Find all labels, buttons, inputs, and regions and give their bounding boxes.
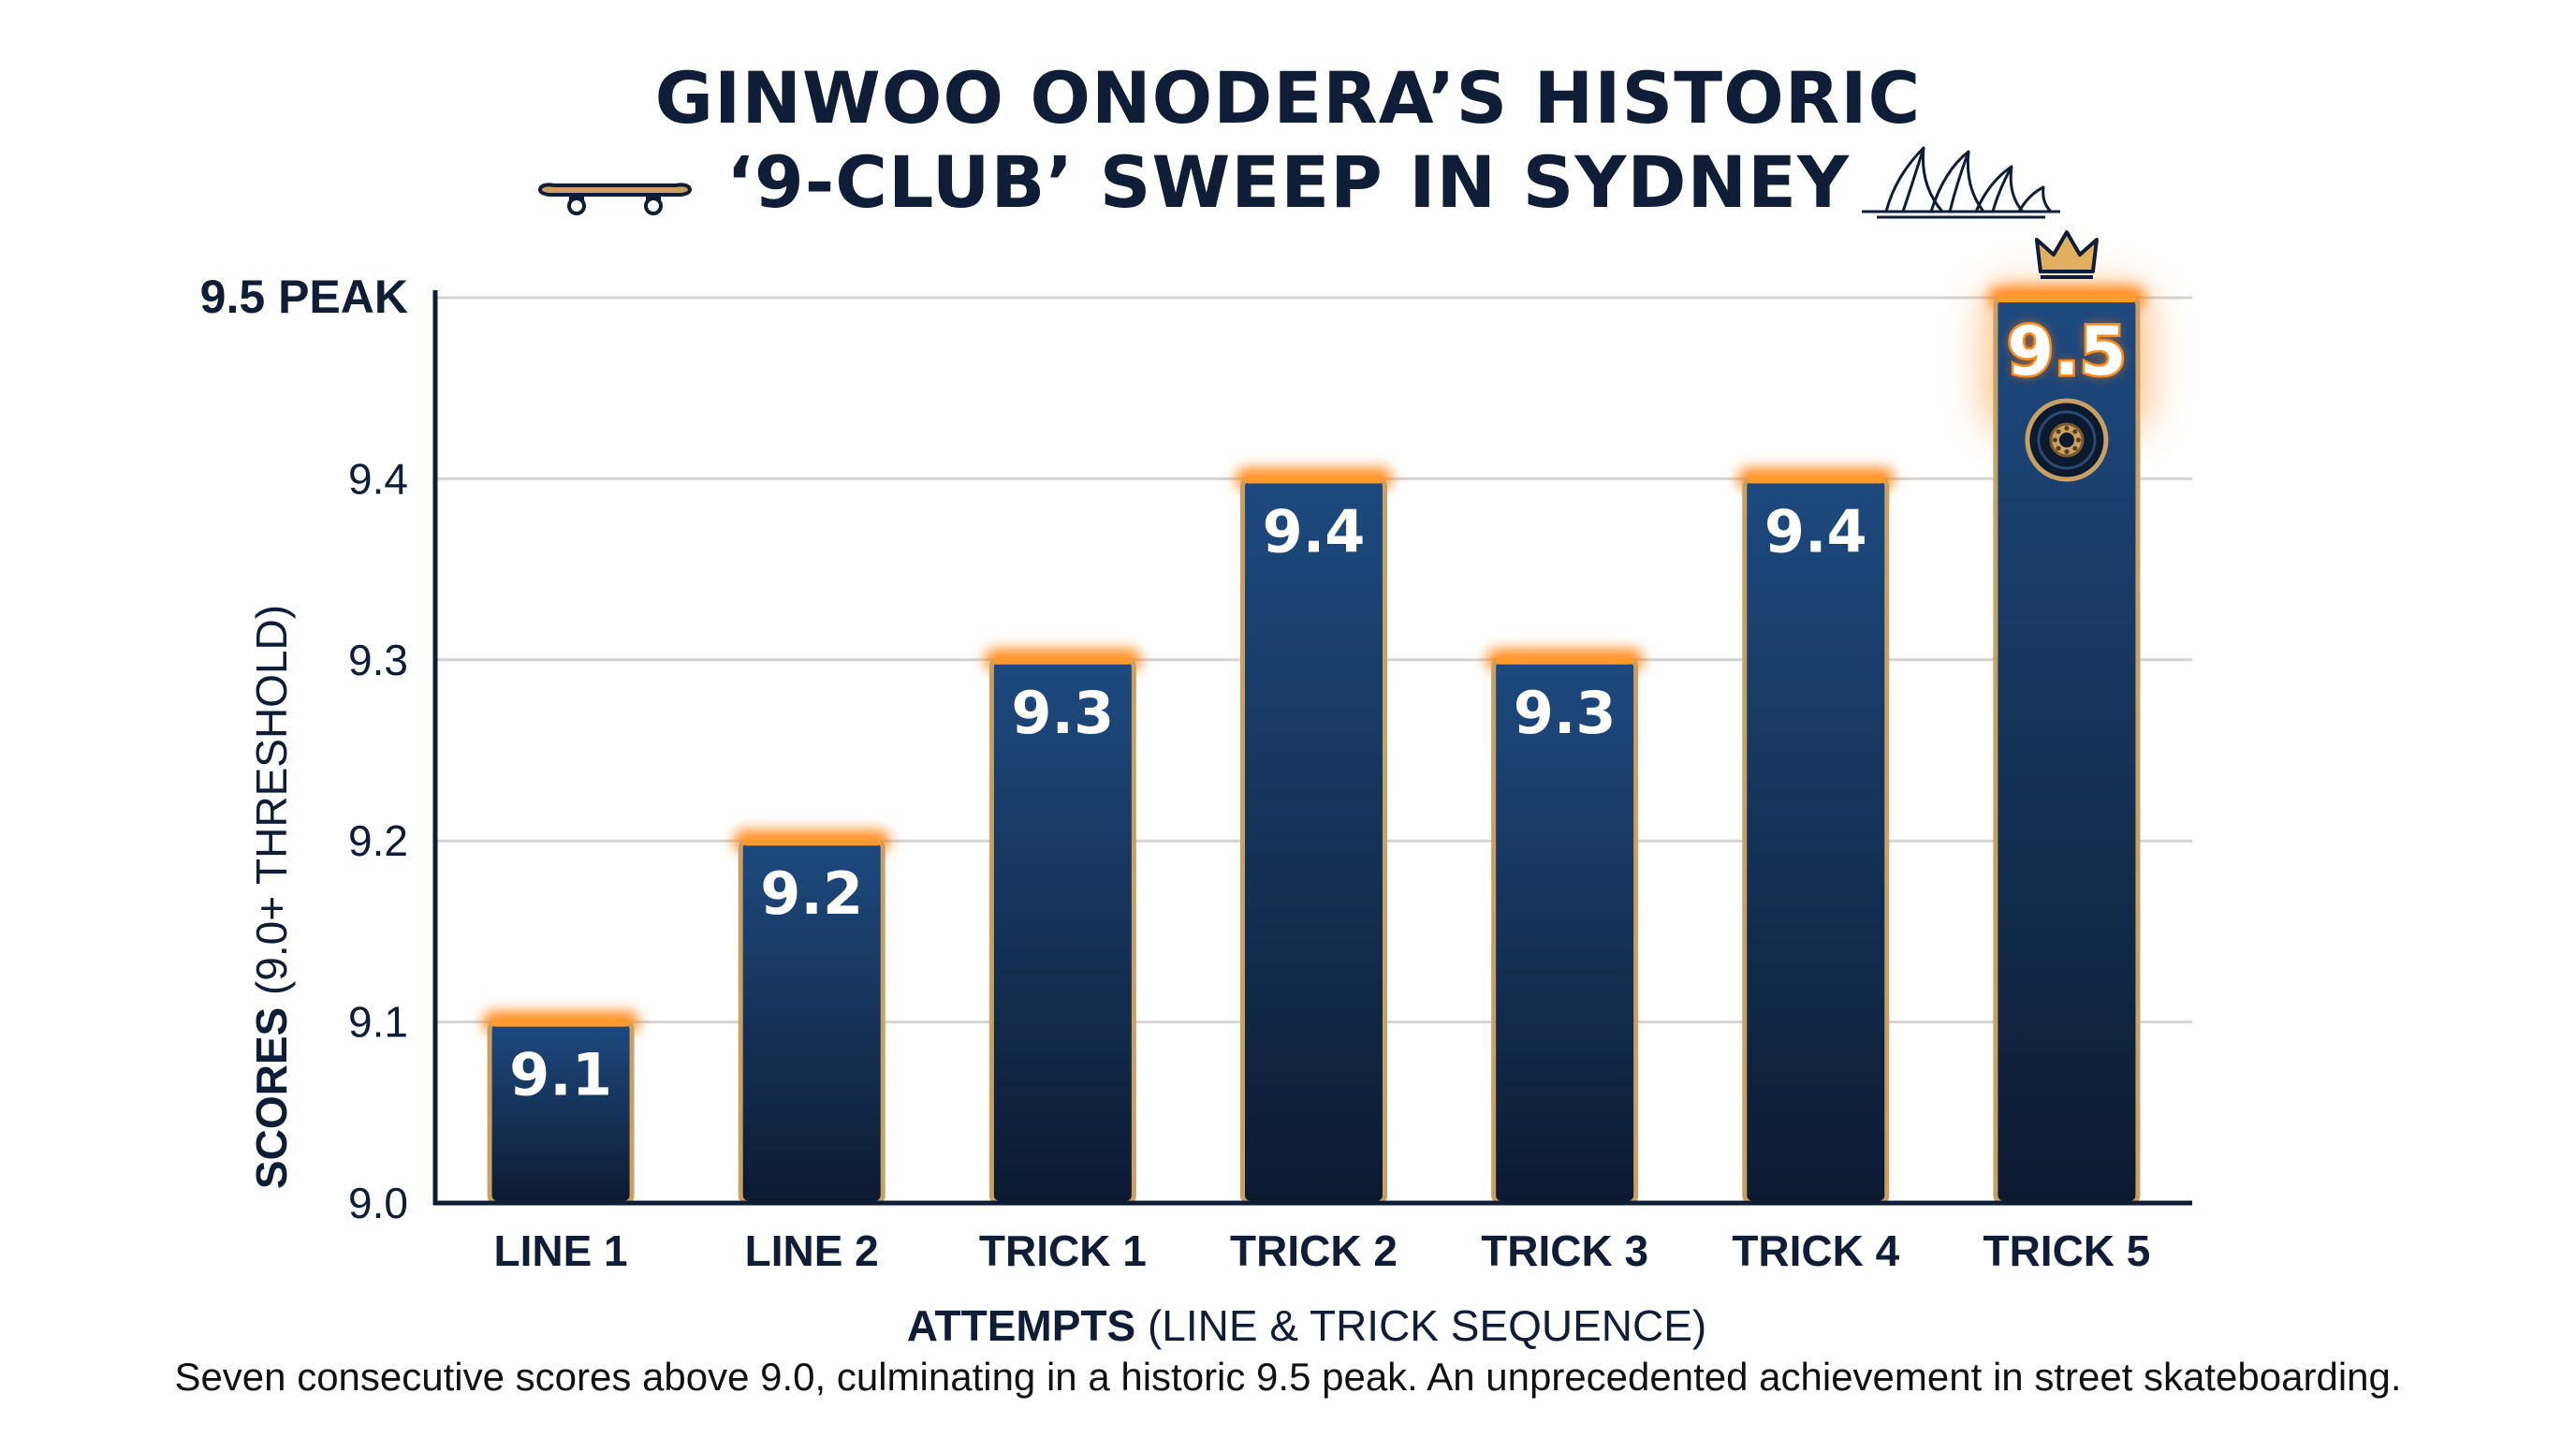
x-tick-label: TRICK 1 (979, 1226, 1147, 1275)
bar-trick-4 (1742, 476, 1890, 1206)
x-tick-label: TRICK 3 (1481, 1226, 1648, 1275)
data-label: 9.3 (1011, 679, 1114, 747)
title-line-2: ‘9-CLUB’ SWEEP IN SYDNEY (725, 140, 1851, 224)
bars (482, 286, 2147, 1206)
y-tick-label: 9.5 PEAK (200, 271, 408, 323)
data-label: 9.5 (2007, 312, 2127, 390)
y-tick-label: 9.4 (348, 454, 408, 503)
y-tick-label: 9.1 (348, 998, 408, 1047)
data-label: 9.1 (509, 1041, 612, 1109)
y-tick-label: 9.3 (348, 636, 408, 684)
x-tick-label: TRICK 4 (1732, 1226, 1899, 1275)
x-tick-label: TRICK 5 (1983, 1226, 2150, 1275)
data-label: 9.4 (1263, 497, 1366, 565)
y-tick-label: 9.0 (348, 1179, 408, 1227)
skateboard-icon (538, 183, 692, 215)
chart-caption: Seven consecutive scores above 9.0, culm… (174, 1355, 2402, 1399)
bar-trick-2 (1240, 476, 1387, 1206)
bar-top-edge (742, 838, 882, 846)
sydney-opera-house-icon (1862, 146, 2060, 219)
axes (432, 290, 2192, 1206)
bar-top-edge (993, 656, 1133, 665)
data-labels: 9.19.29.39.49.39.49.59.5 (509, 230, 2129, 1109)
bar-top-edge (1746, 476, 1885, 484)
x-tick-label: TRICK 2 (1230, 1226, 1398, 1275)
tick-labels: 9.0 9.1 9.2 9.3 9.4 9.5 PEAK LINE 1 LINE 2 TRICK… (200, 271, 2151, 1275)
data-label: 9.3 (1514, 679, 1617, 747)
x-axis-label: ATTEMPTS (LINE & TRICK SEQUENCE) (907, 1301, 1707, 1350)
y-axis-label: SCORES (9.0+ THRESHOLD) (247, 605, 296, 1189)
skate-wheel-icon (2025, 398, 2109, 482)
bar-top-edge (1997, 295, 2136, 302)
x-tick-label: LINE 1 (493, 1226, 627, 1275)
x-tick-label: LINE 2 (745, 1226, 879, 1275)
bar-top-edge (491, 1019, 631, 1027)
chart-title: GINWOO ONODERA’S HISTORIC ‘9-CLUB’ SWEEP… (0, 56, 2576, 225)
bar-top-edge (1495, 656, 1634, 665)
y-tick-label: 9.2 (348, 816, 408, 865)
data-label: 9.4 (1764, 497, 1867, 565)
title-line-1: GINWOO ONODERA’S HISTORIC (654, 56, 1922, 139)
peak-label-glow: 9.5 (2007, 312, 2127, 390)
data-label: 9.2 (760, 859, 863, 928)
bar-top-edge (1244, 476, 1383, 484)
crown-icon (2034, 230, 2099, 273)
